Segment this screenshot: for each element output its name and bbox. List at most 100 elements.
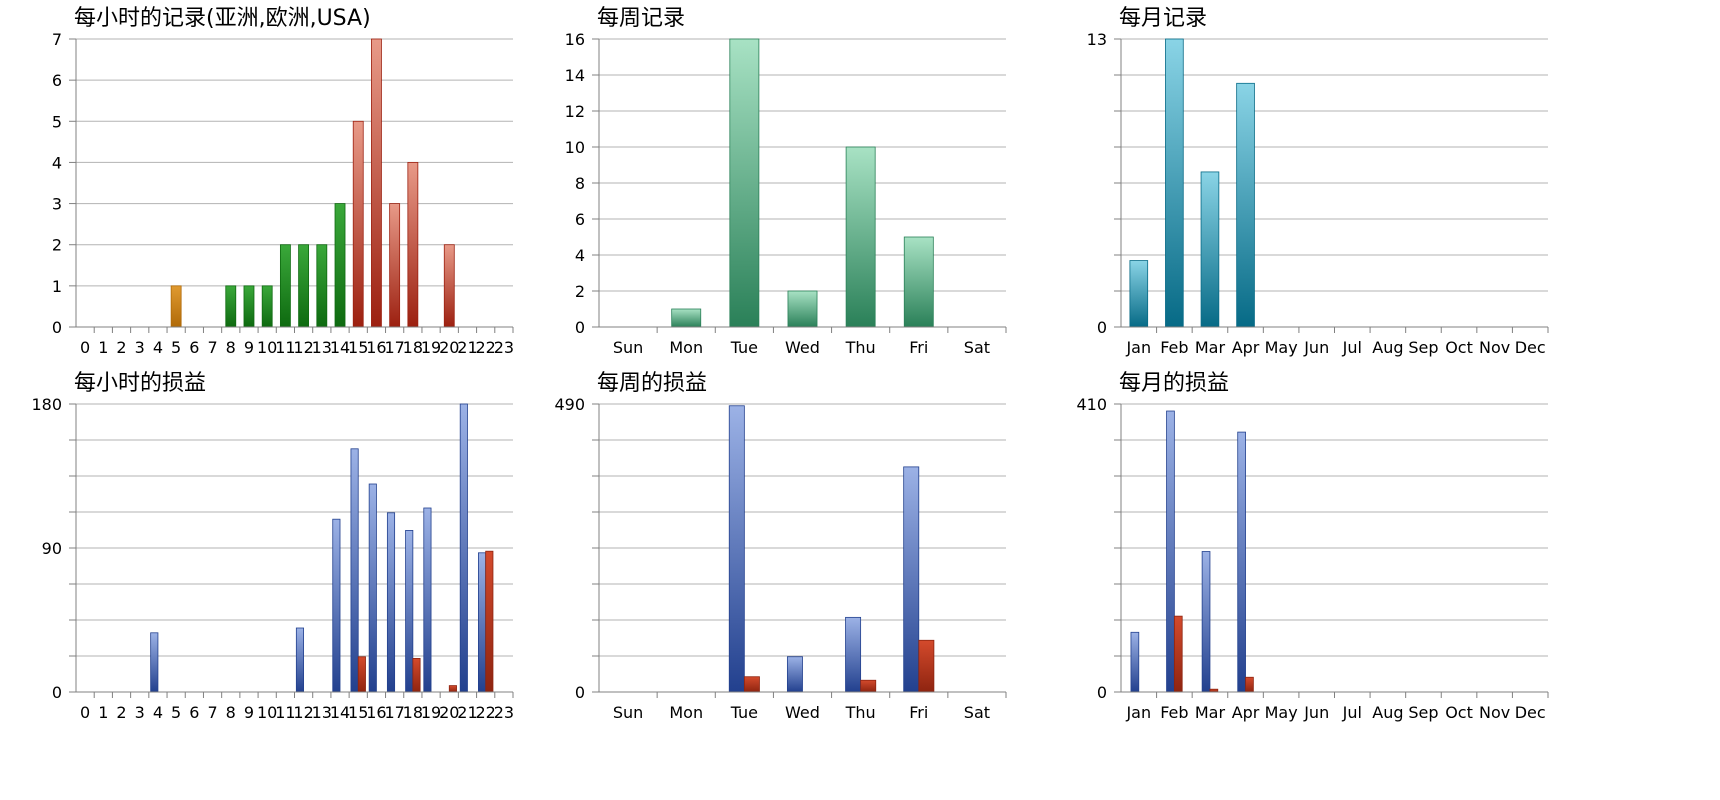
y-tick-label: 410 [1076, 395, 1107, 414]
bar-s1-22 [478, 552, 487, 693]
x-tick-label: 8 [226, 703, 236, 722]
x-tick-label: 1 [98, 703, 108, 722]
bar-s2-18 [412, 658, 421, 693]
bar-s2-20 [448, 685, 457, 693]
x-tick-label: 13 [312, 338, 332, 357]
y-tick-label: 12 [565, 102, 585, 121]
chart-panel-3: 每月记录 0 13 Jan Feb Mar Apr May Jun Jul Aug Sep Oct Nov… [1087, 6, 1549, 357]
chart-title: 每小时的损益 [74, 371, 206, 396]
y-tick-label: 2 [575, 282, 585, 301]
x-tick-label: Mar [1195, 703, 1226, 722]
bar-Mon [671, 308, 702, 328]
y-tick-label: 5 [52, 112, 62, 131]
x-tick-label: 16 [366, 703, 386, 722]
y-tick-label: 2 [52, 236, 62, 255]
x-tick-label: Wed [785, 703, 820, 722]
x-tick-label: 21 [457, 703, 477, 722]
chart-panel-2: 每周记录 0 2 4 6 8 10 12 14 16 Sun Mon Tue Wed Thu Fri Sat [565, 6, 1007, 357]
x-tick-label: 11 [275, 703, 295, 722]
bar-s1-12 [295, 627, 305, 693]
x-tick-label: 22 [476, 703, 496, 722]
x-tick-label: Aug [1372, 338, 1403, 357]
x-tick-label: Tue [730, 338, 758, 357]
x-tick-label: Tue [730, 703, 758, 722]
x-tick-label: 3 [135, 338, 145, 357]
x-tick-label: 5 [171, 703, 181, 722]
x-tick-label: Apr [1232, 338, 1260, 357]
x-tick-label: 14 [330, 703, 350, 722]
chart-title: 每月记录 [1119, 6, 1207, 31]
x-tick-label: 15 [348, 703, 368, 722]
x-tick-label: Jan [1125, 338, 1151, 357]
y-tick-label: 0 [52, 318, 62, 337]
x-tick-label: 18 [403, 703, 423, 722]
bar-s2-Tue [743, 676, 760, 693]
x-tick-label: 6 [189, 338, 199, 357]
y-tick-label: 8 [575, 174, 585, 193]
bar-Mar [1200, 171, 1220, 328]
bar-s1-Mar [1201, 551, 1211, 693]
x-tick-label: 0 [80, 703, 90, 722]
x-tick-label: Sat [964, 338, 990, 357]
x-tick-label: Sun [613, 703, 643, 722]
bar-s1-Feb [1166, 410, 1175, 693]
x-tick-label: 5 [171, 338, 181, 357]
y-tick-label: 3 [52, 195, 62, 214]
y-tick-label: 7 [52, 30, 62, 49]
x-tick-label: Sun [613, 338, 643, 357]
bar-Jan [1129, 260, 1149, 328]
bar-s1-Thu [845, 616, 862, 693]
bar-s1-16 [368, 483, 377, 693]
x-tick-label: Sep [1408, 338, 1438, 357]
bar-s2-Thu [860, 679, 877, 693]
x-tick-label: 9 [244, 703, 254, 722]
bar-s1-17 [386, 512, 396, 693]
x-tick-label: Aug [1372, 703, 1403, 722]
bar-s2-Fri [918, 639, 935, 693]
x-tick-label: 7 [207, 338, 217, 357]
x-tick-label: 10 [257, 703, 277, 722]
x-tick-label: Apr [1232, 703, 1260, 722]
x-tick-label: Oct [1445, 703, 1473, 722]
x-tick-label: 2 [116, 703, 126, 722]
y-tick-label: 0 [1097, 318, 1107, 337]
bar-13 [316, 244, 328, 328]
x-tick-label: 19 [421, 703, 441, 722]
bar-14 [334, 203, 346, 328]
x-tick-label: Jun [1303, 703, 1329, 722]
x-tick-label: Sep [1408, 703, 1438, 722]
bar-9 [243, 285, 255, 328]
bar-15 [352, 120, 364, 328]
bar-s1-Fri [903, 466, 920, 693]
bar-s1-15 [350, 448, 359, 693]
bar-s1-Jan [1130, 631, 1140, 693]
x-tick-label: Oct [1445, 338, 1473, 357]
bar-s2-22 [485, 550, 494, 693]
x-tick-label: Nov [1479, 338, 1510, 357]
y-tick-label: 1 [52, 277, 62, 296]
x-tick-label: 4 [153, 703, 163, 722]
x-tick-label: May [1265, 338, 1298, 357]
chart-panel-6: 每月的损益 0 410 Jan Feb Mar Apr May Jun Jul Aug Sep Oct N… [1076, 371, 1549, 722]
x-tick-label: Jan [1125, 703, 1151, 722]
y-tick-label: 13 [1087, 30, 1107, 49]
bar-s1-19 [423, 507, 432, 693]
bar-Thu [845, 146, 876, 328]
x-tick-label: 17 [384, 338, 404, 357]
bar-Tue [729, 38, 760, 328]
x-tick-label: 18 [403, 338, 423, 357]
x-tick-label: Fri [909, 703, 928, 722]
bar-18 [407, 162, 419, 328]
y-tick-label: 0 [52, 683, 62, 702]
bar-8 [225, 285, 237, 328]
x-tick-label: 3 [135, 703, 145, 722]
y-tick-label: 10 [565, 138, 585, 157]
bar-s1-Apr [1237, 431, 1246, 693]
y-tick-label: 490 [554, 395, 585, 414]
y-tick-label: 0 [1097, 683, 1107, 702]
bar-16 [371, 38, 382, 328]
bar-s1-4 [150, 632, 159, 693]
x-tick-label: Mon [669, 338, 703, 357]
